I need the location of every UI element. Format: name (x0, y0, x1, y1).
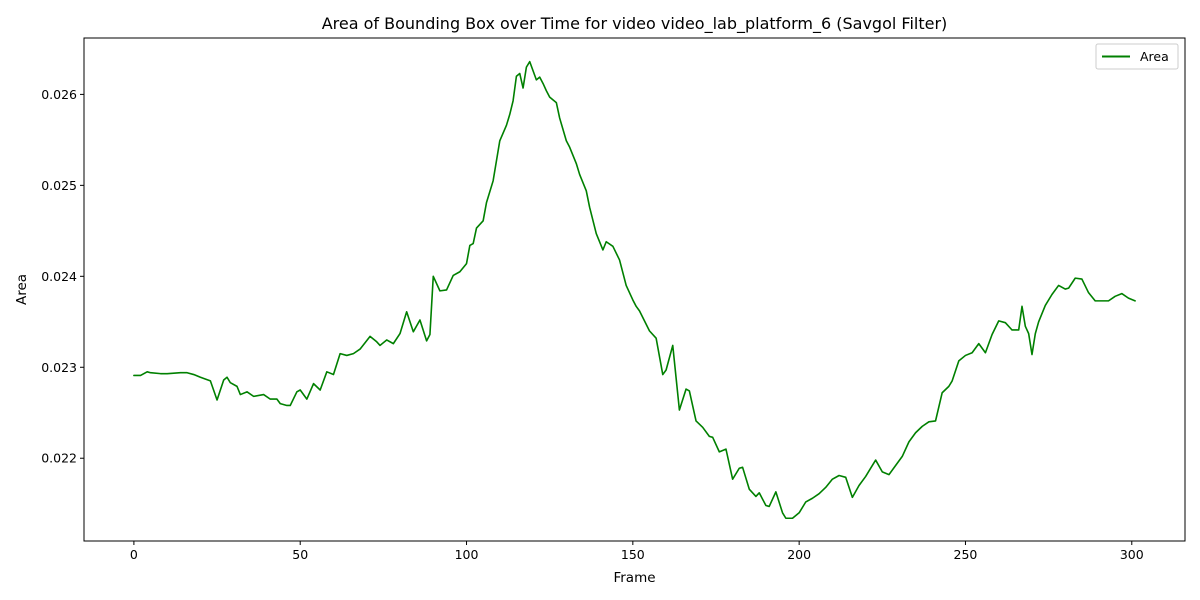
y-axis: 0.022 0.023 0.024 0.025 0.026 (41, 87, 84, 466)
x-tick-label: 100 (455, 547, 479, 562)
x-tick-label: 300 (1120, 547, 1144, 562)
y-axis-label: Area (14, 274, 30, 305)
chart-title: Area of Bounding Box over Time for video… (322, 14, 948, 34)
x-axis-label: Frame (613, 570, 655, 586)
legend: Area (1095, 43, 1179, 70)
y-tick-label: 0.023 (41, 360, 77, 375)
x-tick-label: 0 (130, 547, 138, 562)
series-line-area (133, 60, 1136, 520)
x-axis: 0 50 100 150 200 250 300 (130, 541, 1144, 562)
plot-frame (83, 37, 1186, 542)
y-tick-label: 0.022 (41, 451, 77, 466)
x-tick-label: 200 (787, 547, 811, 562)
x-tick-label: 150 (621, 547, 645, 562)
legend-box (1095, 43, 1179, 70)
y-tick-label: 0.026 (41, 87, 77, 102)
legend-label: Area (1140, 49, 1169, 64)
y-tick-label: 0.025 (41, 178, 77, 193)
y-tick-label: 0.024 (41, 269, 77, 284)
x-tick-label: 50 (292, 547, 308, 562)
x-tick-label: 250 (954, 547, 978, 562)
plot-area (83, 37, 1186, 542)
